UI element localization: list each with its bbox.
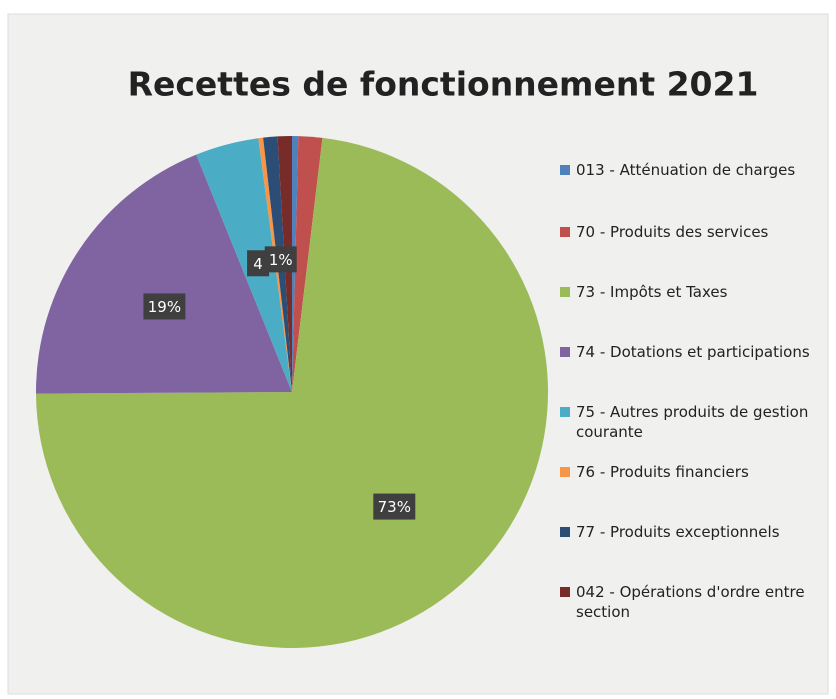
- legend-item: 042 - Opérations d'ordre entre section: [560, 582, 826, 622]
- legend-text: 73 - Impôts et Taxes: [576, 283, 728, 301]
- legend-text: 042 - Opérations d'ordre entre section: [576, 583, 805, 621]
- data-label-box: [373, 493, 416, 520]
- legend-text: 70 - Produits des services: [576, 223, 769, 241]
- data-label-box: [143, 293, 186, 320]
- data-label: 73%: [373, 493, 416, 520]
- legend-item: 013 - Atténuation de charges: [560, 160, 826, 180]
- legend-swatch: [560, 527, 570, 537]
- pie-slice: [36, 137, 548, 648]
- legend-text: 74 - Dotations et participations: [576, 343, 810, 361]
- legend-item: 74 - Dotations et participations: [560, 342, 826, 362]
- pie-slice: [36, 154, 293, 394]
- legend-swatch: [560, 227, 570, 237]
- legend-swatch: [560, 467, 570, 477]
- legend-item: 76 - Produits financiers: [560, 462, 826, 482]
- legend-item: 73 - Impôts et Taxes: [560, 282, 826, 302]
- data-label-box: [247, 250, 270, 277]
- chart-title: Recettes de fonctionnement 2021: [128, 65, 759, 104]
- legend-item: 75 - Autres produits de gestion courante: [560, 402, 826, 442]
- legend-swatch: [560, 587, 570, 597]
- legend-swatch: [560, 347, 570, 357]
- data-label-text: 73%: [378, 498, 411, 516]
- legend-swatch: [560, 407, 570, 417]
- legend-item: 70 - Produits des services: [560, 222, 826, 242]
- data-label-box: [264, 246, 297, 273]
- legend-text: 77 - Produits exceptionnels: [576, 523, 780, 541]
- legend-text: 013 - Atténuation de charges: [576, 161, 796, 179]
- pie-slice: [292, 136, 323, 392]
- data-label-text: 19%: [148, 298, 181, 316]
- data-label: 4: [247, 250, 270, 277]
- legend-text: 75 - Autres produits de gestion courante: [576, 403, 809, 441]
- legend-item: 77 - Produits exceptionnels: [560, 522, 826, 542]
- legend-swatch: [560, 165, 570, 175]
- data-label-text: 4: [253, 255, 263, 273]
- data-label-text: 1%: [269, 251, 293, 269]
- legend-swatch: [560, 287, 570, 297]
- legend-text: 76 - Produits financiers: [576, 463, 749, 481]
- pie-slice: [196, 138, 292, 392]
- data-label: 19%: [143, 293, 186, 320]
- data-label: 1%: [264, 246, 297, 273]
